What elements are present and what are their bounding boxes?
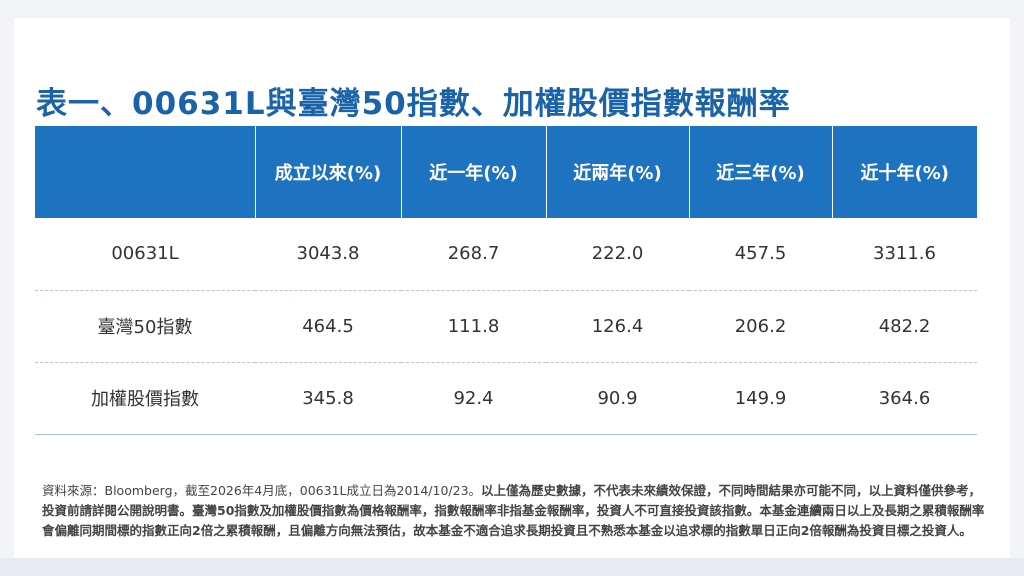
row-label: 臺灣50指數 — [35, 289, 255, 362]
table-row: 加權股價指數 345.8 92.4 90.9 149.9 364.6 — [35, 361, 977, 435]
footnote-source: 資料來源：Bloomberg，截至2026年4月底，00631L成立日為2014… — [42, 483, 482, 498]
header-2y: 近兩年(%) — [545, 126, 689, 218]
header-1y: 近一年(%) — [400, 126, 546, 218]
cell-value: 268.7 — [447, 243, 500, 265]
cell-value: 457.5 — [734, 243, 787, 265]
cell-value: 482.2 — [832, 289, 977, 362]
cell-value: 3043.8 — [296, 243, 360, 265]
cell-value: 92.4 — [401, 361, 546, 435]
returns-table: 成立以來(%) 近一年(%) 近兩年(%) 近三年(%) 近十年(%) 0063… — [35, 126, 977, 435]
content-card: 表一、00631L與臺灣50指數、加權股價指數報酬率 成立以來(%) 近一年(%… — [14, 18, 1010, 558]
table-header-row: 成立以來(%) 近一年(%) 近兩年(%) 近三年(%) 近十年(%) — [35, 126, 977, 218]
bottom-band — [0, 558, 1024, 576]
cell-value: 126.4 — [546, 289, 689, 362]
table-row: 臺灣50指數 464.5 111.8 126.4 206.2 482.2 — [35, 289, 977, 362]
cell-value: 149.9 — [689, 361, 832, 435]
table-row: 00631L 3043.8 268.7 222.0 457.5 3311.6 — [35, 218, 977, 290]
cell-value: 90.9 — [546, 361, 689, 435]
footnote-disclaimer: 以上僅為歷史數據，不代表未來績效保證，不同時間結果亦可能不同，以上資料僅供參考，… — [42, 483, 985, 538]
header-10y: 近十年(%) — [831, 126, 977, 218]
cell-value: 364.6 — [832, 361, 977, 435]
cell-value: 464.5 — [255, 289, 401, 362]
row-label: 加權股價指數 — [35, 361, 255, 435]
header-3y: 近三年(%) — [688, 126, 832, 218]
cell-value: 206.2 — [689, 289, 832, 362]
header-since-inception: 成立以來(%) — [254, 126, 401, 218]
cell-value: 3311.6 — [873, 243, 936, 265]
cell-value: 345.8 — [255, 361, 401, 435]
cell-value: 222.0 — [591, 243, 644, 265]
row-label: 00631L — [111, 243, 179, 265]
cell-value: 111.8 — [401, 289, 546, 362]
footnote: 資料來源：Bloomberg，截至2026年4月底，00631L成立日為2014… — [42, 481, 992, 541]
page-title: 表一、00631L與臺灣50指數、加權股價指數報酬率 — [36, 86, 791, 122]
header-blank — [35, 126, 255, 218]
